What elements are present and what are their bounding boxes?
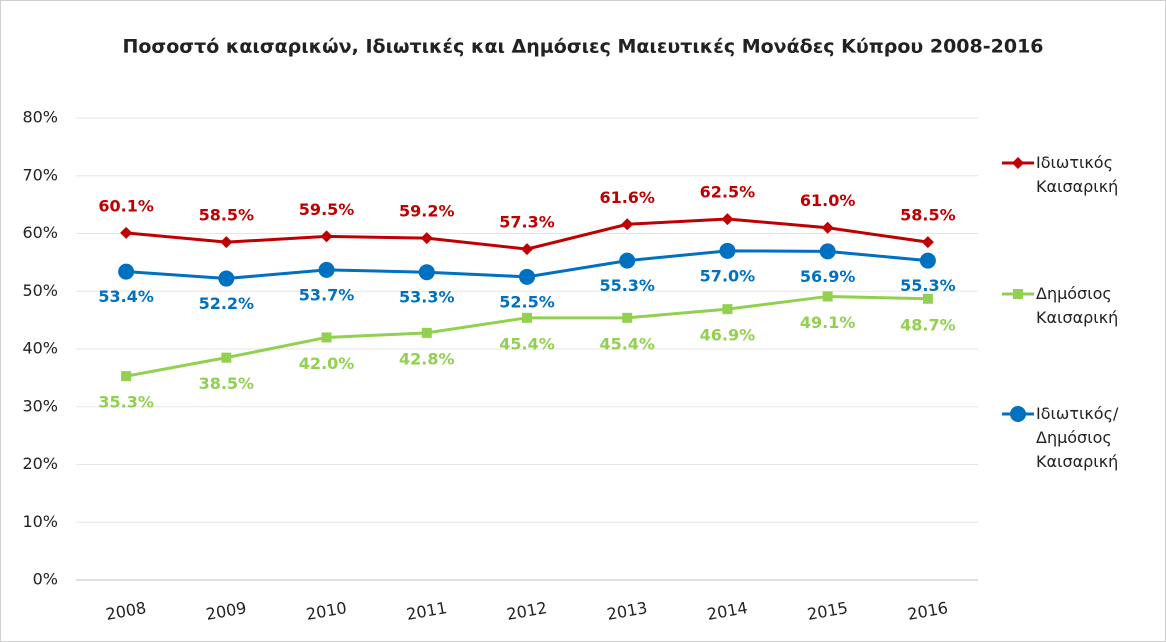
point-marker — [118, 263, 135, 280]
point-marker — [522, 312, 532, 323]
data-label: 57.0% — [700, 266, 756, 285]
data-label: 53.7% — [299, 285, 355, 304]
legend-marker — [1013, 289, 1023, 299]
data-label: 56.9% — [800, 267, 856, 286]
point-marker — [418, 264, 435, 281]
y-tick-label: 60% — [22, 223, 58, 242]
data-label: 42.8% — [399, 349, 455, 368]
point-marker — [320, 230, 333, 243]
point-marker — [719, 242, 736, 259]
data-label: 60.1% — [98, 196, 154, 215]
chart-title: Ποσοστό καισαρικών, Ιδιωτικές και Δημόσι… — [122, 36, 1043, 58]
y-tick-label: 10% — [22, 512, 58, 531]
data-label: 52.5% — [499, 292, 555, 311]
data-label: 57.3% — [499, 213, 555, 232]
legend-label: Ιδιωτικός Καισαρική — [1036, 153, 1119, 196]
data-label: 62.5% — [700, 183, 756, 202]
y-tick-label: 80% — [22, 108, 58, 127]
y-tick-label: 20% — [22, 454, 58, 473]
point-marker — [622, 312, 633, 323]
data-label: 59.5% — [299, 200, 355, 219]
point-marker — [221, 352, 232, 363]
legend-marker — [1010, 406, 1026, 422]
legend-label: Δημόσιος Καισαρική — [1036, 284, 1119, 327]
data-label: 46.9% — [700, 326, 756, 345]
point-marker — [822, 291, 833, 302]
legend-label: Ιδιωτικός/ Δημόσιος Καισαρική — [1036, 404, 1119, 471]
point-marker — [120, 226, 133, 239]
y-tick-label: 40% — [22, 339, 58, 358]
point-marker — [921, 236, 934, 249]
data-label: 42.0% — [299, 354, 355, 373]
data-label: 55.3% — [900, 276, 956, 295]
data-label: 55.3% — [599, 276, 655, 295]
point-marker — [318, 261, 335, 278]
data-label: 58.5% — [900, 206, 956, 225]
data-label: 53.3% — [399, 288, 455, 307]
data-label: 58.5% — [199, 206, 255, 225]
point-marker — [421, 327, 432, 338]
data-label: 53.4% — [98, 287, 154, 306]
point-marker — [919, 252, 936, 269]
point-marker — [619, 252, 636, 269]
point-marker — [420, 232, 433, 245]
point-marker — [321, 332, 332, 343]
point-marker — [519, 268, 535, 285]
legend-marker — [1012, 157, 1024, 169]
y-tick-label: 50% — [22, 281, 58, 300]
data-label: 59.2% — [399, 202, 455, 221]
y-tick-label: 70% — [22, 165, 58, 184]
data-label: 48.7% — [900, 315, 956, 334]
data-label: 45.4% — [499, 334, 555, 353]
point-marker — [819, 243, 836, 260]
data-label: 35.3% — [98, 393, 154, 412]
data-label: 52.2% — [199, 294, 255, 313]
data-label: 38.5% — [199, 374, 255, 393]
y-tick-label: 30% — [22, 396, 58, 415]
point-marker — [821, 221, 834, 234]
point-marker — [621, 218, 634, 231]
point-marker — [922, 293, 933, 304]
point-marker — [121, 371, 132, 382]
point-marker — [722, 304, 733, 315]
y-tick-label: 0% — [33, 570, 58, 589]
point-marker — [218, 270, 235, 287]
point-marker — [721, 213, 734, 226]
point-marker — [220, 236, 233, 249]
point-marker — [521, 243, 533, 256]
data-label: 45.4% — [599, 334, 655, 353]
data-label: 49.1% — [800, 313, 856, 332]
data-label: 61.6% — [599, 188, 655, 207]
data-label: 61.0% — [800, 191, 856, 210]
